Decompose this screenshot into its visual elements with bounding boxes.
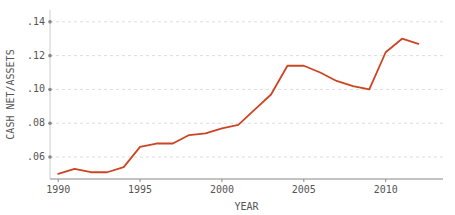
grid-line <box>50 123 443 124</box>
y-tick-label: .14 <box>27 16 45 27</box>
y-tick-label: .08 <box>27 117 45 128</box>
y-tick <box>48 54 52 58</box>
x-tick-label: 2010 <box>374 184 398 195</box>
x-tick <box>221 179 222 182</box>
y-tick-label: .06 <box>27 151 45 162</box>
y-axis-line <box>50 10 51 179</box>
chart-container: .06 .08 .10 .12 .14 1990 1995 2000 2005 2010 YEAR C… <box>0 0 455 215</box>
x-tick <box>385 179 386 182</box>
y-tick <box>48 88 52 92</box>
x-tick-label: 1995 <box>128 184 152 195</box>
grid-line <box>50 89 443 90</box>
x-axis-line <box>50 179 443 180</box>
y-axis-label: CASH NET/ASSETS <box>5 49 16 139</box>
grid-line <box>50 21 443 22</box>
x-tick <box>58 179 59 182</box>
x-tick-label: 2000 <box>210 184 234 195</box>
x-tick-label: 2005 <box>292 184 316 195</box>
grid-line <box>50 157 443 158</box>
y-tick <box>48 155 52 159</box>
plot-area <box>58 39 418 174</box>
grid <box>50 22 443 157</box>
y-tick-label: .12 <box>27 50 45 61</box>
x-tick-label: 1990 <box>46 184 70 195</box>
x-tick <box>140 179 141 182</box>
chart: .06 .08 .10 .12 .14 1990 1995 2000 2005 2010 YEAR C… <box>0 0 455 215</box>
data-line <box>58 39 418 174</box>
x-axis-label: YEAR <box>234 201 259 212</box>
y-tick-label: .10 <box>27 83 45 94</box>
y-tick <box>48 121 52 125</box>
y-tick <box>48 20 52 24</box>
x-tick <box>303 179 304 182</box>
